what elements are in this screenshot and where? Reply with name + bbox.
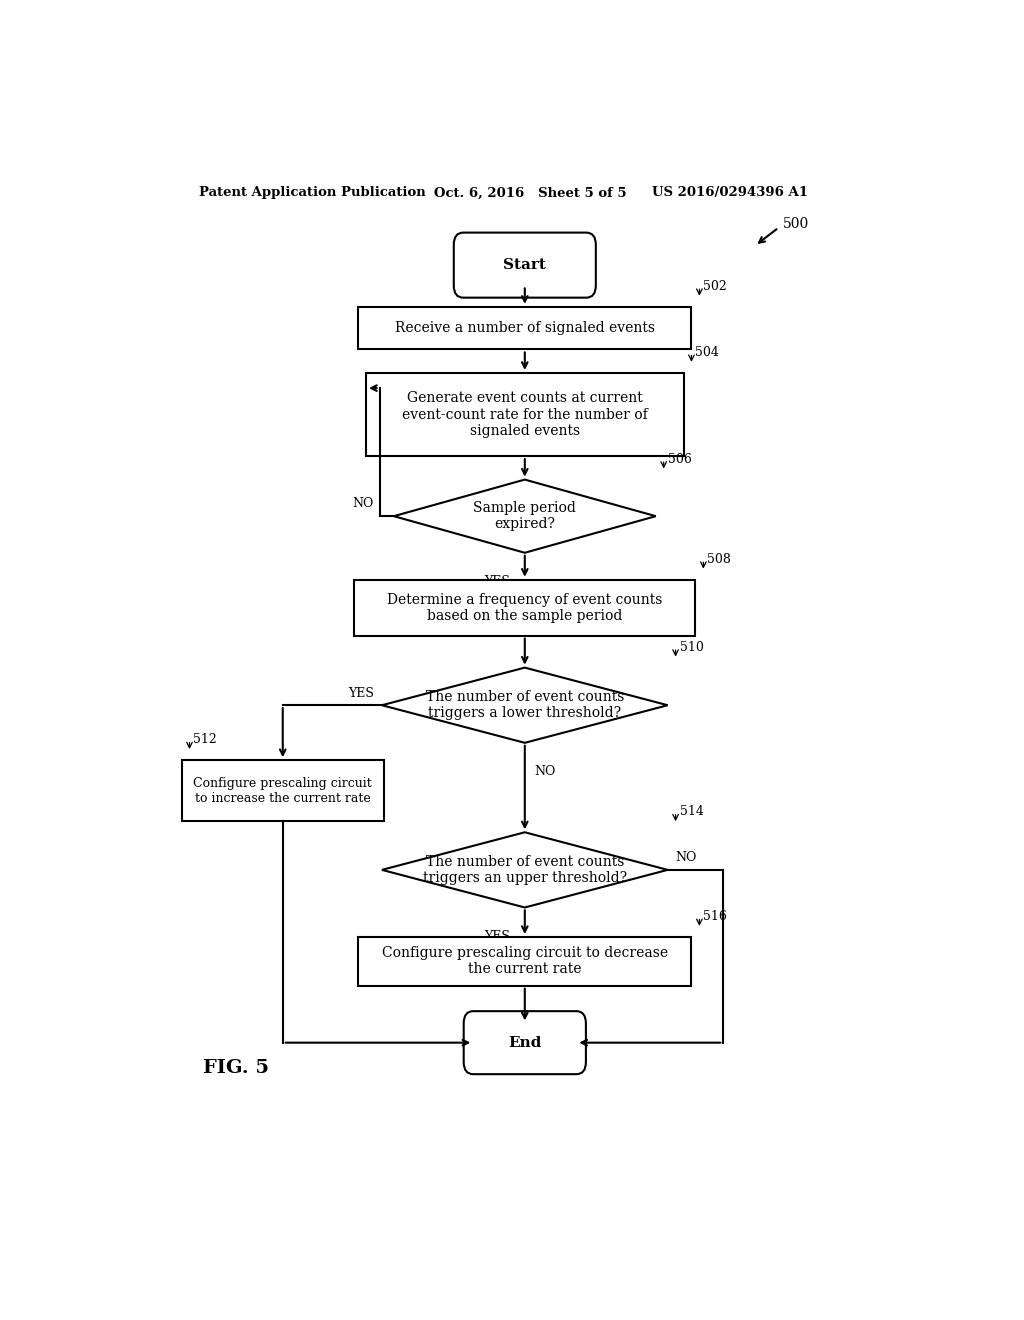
Text: End: End [508,1036,542,1049]
Text: 508: 508 [708,553,731,566]
Text: 500: 500 [782,218,809,231]
Polygon shape [394,479,655,553]
Text: YES: YES [348,686,374,700]
Text: Oct. 6, 2016   Sheet 5 of 5: Oct. 6, 2016 Sheet 5 of 5 [433,186,626,199]
FancyBboxPatch shape [454,232,596,297]
Text: 504: 504 [695,346,719,359]
Text: Patent Application Publication: Patent Application Publication [200,186,426,199]
Text: NO: NO [676,851,697,865]
Bar [181,760,384,821]
Text: NO: NO [534,766,555,779]
Bar [358,306,691,350]
Text: 506: 506 [668,453,691,466]
Text: 502: 502 [703,280,727,293]
Text: FIG. 5: FIG. 5 [204,1059,269,1077]
Bar [358,937,691,986]
Text: 516: 516 [703,909,727,923]
Text: Configure prescaling circuit
to increase the current rate: Configure prescaling circuit to increase… [194,776,372,805]
Bar [367,372,684,457]
Text: 514: 514 [680,805,703,818]
Text: YES: YES [484,576,510,589]
Bar [354,579,695,636]
Text: Configure prescaling circuit to decrease
the current rate: Configure prescaling circuit to decrease… [382,946,668,977]
Text: YES: YES [484,929,510,942]
Text: Generate event counts at current
event-count rate for the number of
signaled eve: Generate event counts at current event-c… [402,391,647,438]
FancyBboxPatch shape [464,1011,586,1074]
Text: Start: Start [504,259,546,272]
Text: Receive a number of signaled events: Receive a number of signaled events [395,321,654,335]
Text: The number of event counts
triggers an upper threshold?: The number of event counts triggers an u… [423,855,627,884]
Text: 510: 510 [680,640,703,653]
Text: Determine a frequency of event counts
based on the sample period: Determine a frequency of event counts ba… [387,593,663,623]
Text: The number of event counts
triggers a lower threshold?: The number of event counts triggers a lo… [426,690,624,721]
Polygon shape [382,668,668,743]
Text: NO: NO [352,498,374,511]
Polygon shape [382,833,668,907]
Text: Sample period
expired?: Sample period expired? [473,502,577,531]
Text: 512: 512 [194,734,217,746]
Text: US 2016/0294396 A1: US 2016/0294396 A1 [652,186,808,199]
